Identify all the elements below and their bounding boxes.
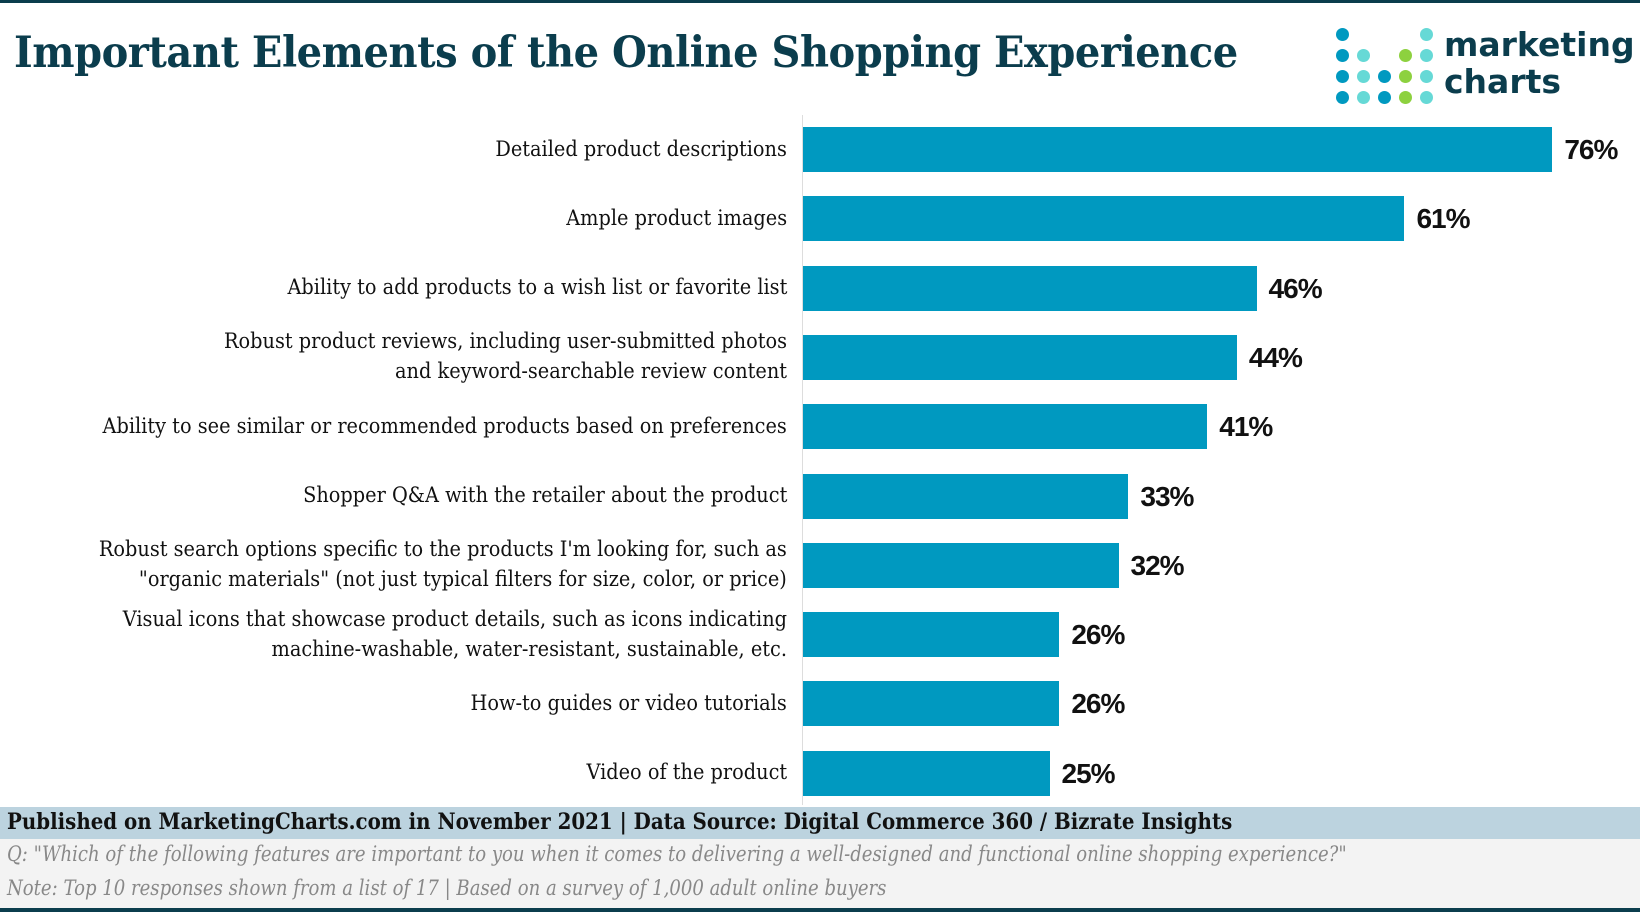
category-label: Ability to see similar or recommended pr… <box>102 413 787 438</box>
marketingcharts-logo: marketing charts <box>1336 26 1636 106</box>
top-border <box>0 0 1640 3</box>
data-label: 25% <box>1061 757 1116 789</box>
logo-dot <box>1399 49 1412 62</box>
logo-dot <box>1399 70 1412 83</box>
data-label: 33% <box>1140 480 1194 512</box>
data-label: 26% <box>1071 688 1125 720</box>
bar <box>803 196 1405 242</box>
data-label: 44% <box>1248 341 1303 373</box>
data-label: 46% <box>1268 272 1323 304</box>
category-label: Ability to add products to a wish list o… <box>287 275 787 300</box>
data-label: 61% <box>1416 203 1470 235</box>
category-label: Shopper Q&A with the retailer about the … <box>302 483 787 507</box>
logo-dot <box>1357 70 1370 83</box>
footer-source-band <box>0 807 1640 839</box>
bar <box>803 404 1208 450</box>
logo-dot <box>1420 49 1433 62</box>
category-label: Robust search options specific to the pr… <box>98 537 787 592</box>
logo-dot <box>1357 91 1370 104</box>
data-label: 26% <box>1071 619 1125 651</box>
bar <box>803 265 1257 311</box>
data-label: 76% <box>1564 134 1618 165</box>
bar <box>803 127 1553 172</box>
bar <box>803 334 1237 380</box>
data-label: 41% <box>1219 411 1273 443</box>
logo-dot <box>1420 70 1433 83</box>
bar <box>803 750 1050 796</box>
logo-text: marketing charts <box>1444 25 1635 101</box>
logo-dot <box>1336 28 1349 41</box>
logo-dot <box>1378 91 1391 104</box>
bar <box>803 542 1119 588</box>
logo-dot <box>1420 28 1433 41</box>
bottom-border <box>0 908 1640 912</box>
category-label: Detailed product descriptions <box>495 136 787 161</box>
y-axis-line <box>802 115 803 805</box>
category-label: How-to guides or video tutorials <box>470 690 787 715</box>
category-label: Video of the product <box>586 760 787 785</box>
category-label: Robust product reviews, including user-s… <box>223 329 787 384</box>
logo-dot <box>1420 91 1433 104</box>
logo-dot <box>1357 49 1370 62</box>
survey-note: Note: Top 10 responses shown from a list… <box>7 876 887 900</box>
survey-question: Q: "Which of the following features are … <box>7 842 1347 866</box>
bar <box>803 612 1060 658</box>
published-source: Published on MarketingCharts.com in Nove… <box>7 809 1233 835</box>
logo-dot <box>1336 70 1349 83</box>
logo-dot <box>1399 91 1412 104</box>
footer-notes-band <box>0 839 1640 908</box>
logo-dot <box>1378 70 1391 83</box>
category-label: Visual icons that showcase product detai… <box>122 606 788 661</box>
data-label: 32% <box>1130 549 1185 581</box>
category-label: Ample product images <box>566 205 787 230</box>
chart-title: Important Elements of the Online Shoppin… <box>14 28 1238 78</box>
logo-dot <box>1336 49 1349 62</box>
bar <box>803 473 1129 519</box>
bar <box>803 681 1060 727</box>
logo-dot <box>1336 91 1349 104</box>
